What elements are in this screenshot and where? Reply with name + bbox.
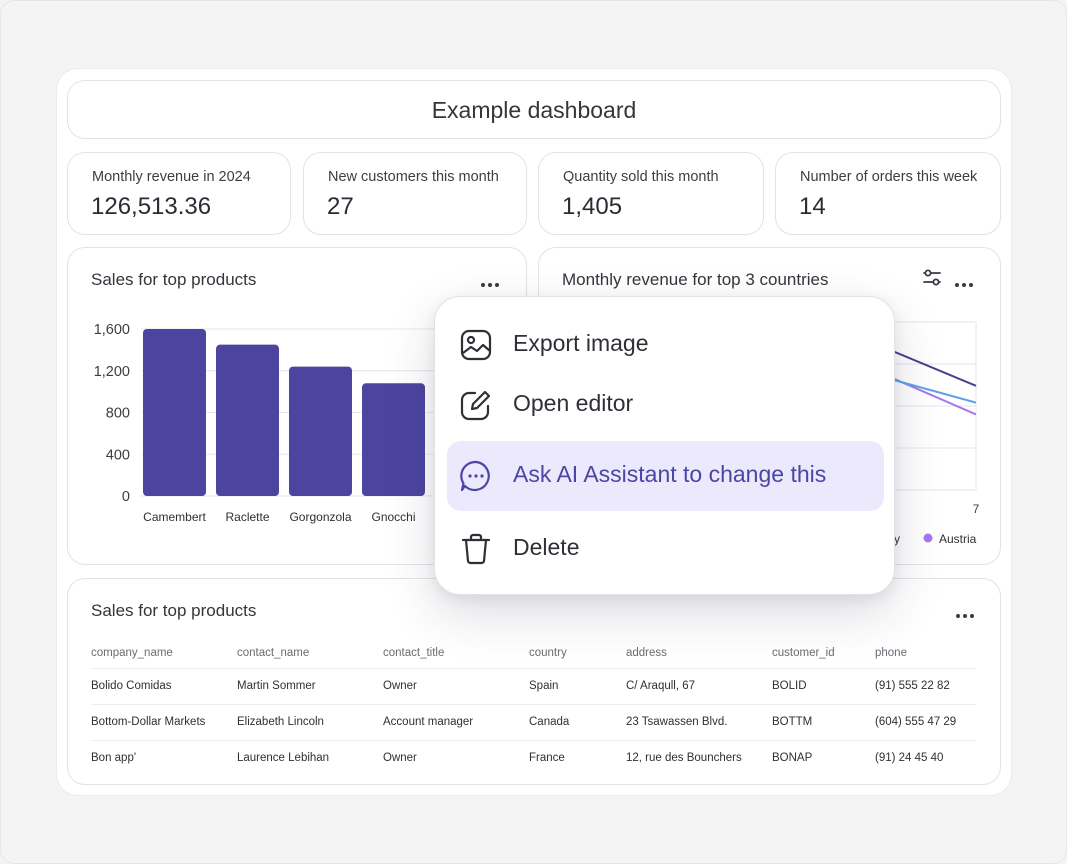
kpi-card-orders: Number of orders this week 14	[775, 152, 1001, 235]
sliders-icon[interactable]	[921, 268, 943, 288]
chat-bubble-icon	[460, 460, 490, 492]
y-tick-label: 400	[106, 447, 130, 463]
panel-title: Sales for top products	[91, 601, 257, 620]
kpi-value: 1,405	[562, 193, 623, 220]
image-icon	[460, 329, 492, 361]
table-cell: France	[529, 739, 626, 776]
legend-label: Austria	[939, 532, 977, 546]
table-cell: C/ Araqull, 67	[626, 667, 772, 704]
x-tick-label: 7	[973, 502, 980, 516]
table-cell: Owner	[383, 667, 529, 704]
kpi-value: 14	[799, 193, 826, 220]
table-cell: (604) 555 47 29	[875, 703, 976, 740]
y-tick-label: 1,600	[94, 322, 130, 338]
table-cell: Martin Sommer	[237, 667, 383, 704]
x-tick-label: Raclette	[225, 510, 269, 524]
table-cell: Canada	[529, 703, 626, 740]
kpi-card-quantity: Quantity sold this month 1,405	[538, 152, 764, 235]
context-menu: Export image Open editor Ask AI Assistan…	[434, 296, 895, 595]
table-cell: Bottom-Dollar Markets	[91, 703, 237, 740]
y-tick-label: 1,200	[94, 364, 130, 380]
table-row[interactable]: Bottom-Dollar Markets Elizabeth Lincoln …	[91, 703, 976, 740]
kpi-value: 126,513.36	[91, 193, 212, 220]
table-cell: Laurence Lebihan	[237, 739, 383, 776]
menu-item-label: Export image	[513, 330, 649, 356]
x-tick-label: Gorgonzola	[289, 510, 351, 524]
bar	[362, 383, 425, 496]
column-header[interactable]: customer_id	[772, 646, 835, 659]
table-cell: Account manager	[383, 703, 529, 740]
y-tick-label: 800	[106, 406, 130, 422]
panel-title: Monthly revenue for top 3 countries	[562, 270, 829, 289]
panel-title: Sales for top products	[91, 270, 257, 289]
table-row[interactable]: Bon app' Laurence Lebihan Owner France 1…	[91, 739, 976, 776]
table-cell: BOTTM	[772, 703, 875, 740]
kpi-label: Quantity sold this month	[563, 169, 719, 185]
dashboard-title: Example dashboard	[431, 97, 637, 123]
kpi-value: 27	[327, 193, 354, 220]
y-tick-label: 0	[122, 489, 130, 505]
data-table: company_name contact_name contact_title …	[91, 638, 976, 776]
series-line	[880, 375, 977, 404]
menu-item-ask-ai-assistant[interactable]: Ask AI Assistant to change this	[447, 441, 884, 511]
column-header[interactable]: country	[529, 646, 567, 659]
menu-item-delete[interactable]: Delete	[447, 514, 884, 584]
bar	[289, 366, 352, 496]
kpi-label: New customers this month	[328, 169, 499, 185]
edit-icon	[460, 390, 491, 421]
menu-item-label: Open editor	[513, 390, 634, 416]
kpi-card-new-customers: New customers this month 27	[303, 152, 527, 235]
table-cell: (91) 24 45 40	[875, 739, 976, 776]
table-cell: (91) 555 22 82	[875, 667, 976, 704]
dashboard-title-card: Example dashboard	[67, 80, 1001, 139]
more-horizontal-icon[interactable]	[953, 276, 974, 287]
bar	[216, 344, 279, 496]
series-line	[880, 345, 977, 387]
kpi-label: Monthly revenue in 2024	[92, 169, 251, 185]
more-horizontal-icon[interactable]	[954, 607, 975, 618]
table-cell: Elizabeth Lincoln	[237, 703, 383, 740]
line-chart: 7 y Austria	[880, 321, 980, 546]
kpi-label: Number of orders this week	[800, 169, 978, 185]
column-header[interactable]: contact_name	[237, 646, 310, 659]
more-horizontal-icon[interactable]	[479, 276, 500, 287]
column-header[interactable]: company_name	[91, 646, 173, 659]
column-header[interactable]: address	[626, 646, 667, 659]
trash-icon	[461, 533, 491, 565]
table-cell: 23 Tsawassen Blvd.	[626, 703, 772, 740]
column-header[interactable]: phone	[875, 646, 907, 659]
legend-swatch	[923, 533, 933, 543]
column-header[interactable]: contact_title	[383, 646, 445, 659]
table-header-row: company_name contact_name contact_title …	[91, 638, 976, 668]
menu-item-export-image[interactable]: Export image	[447, 310, 884, 380]
bar	[143, 329, 206, 496]
table-cell: BOLID	[772, 667, 875, 704]
table-cell: Bon app'	[91, 739, 237, 776]
x-tick-label: Camembert	[143, 510, 206, 524]
menu-item-label: Delete	[513, 534, 580, 560]
table-cell: Spain	[529, 667, 626, 704]
table-cell: 12, rue des Bounchers	[626, 739, 772, 776]
x-tick-label: Gnocchi	[371, 510, 415, 524]
table-row[interactable]: Bolido Comidas Martin Sommer Owner Spain…	[91, 667, 976, 704]
kpi-card-revenue: Monthly revenue in 2024 126,513.36	[67, 152, 291, 235]
table-cell: Bolido Comidas	[91, 667, 237, 704]
table-cell: BONAP	[772, 739, 875, 776]
table-cell: Owner	[383, 739, 529, 776]
menu-item-label: Ask AI Assistant to change this	[513, 461, 827, 487]
menu-item-open-editor[interactable]: Open editor	[447, 370, 884, 440]
legend-label: y	[894, 532, 900, 546]
bar-chart: 1,600 1,200 800 400 0 Camembert Raclette Gorgon…	[94, 322, 517, 524]
